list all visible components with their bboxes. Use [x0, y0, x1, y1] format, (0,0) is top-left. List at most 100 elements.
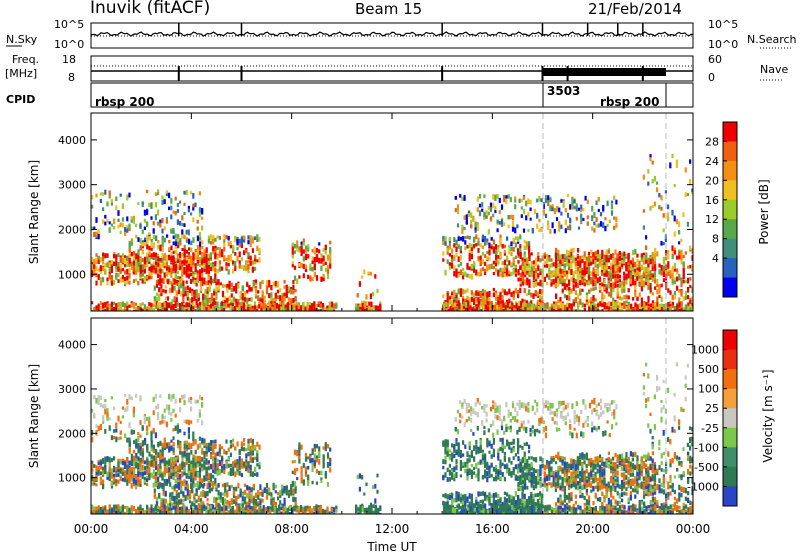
echo-cell	[221, 252, 224, 258]
echo-cell	[495, 304, 498, 309]
echo-cell	[656, 309, 659, 311]
echo-cell	[532, 273, 535, 280]
echo-cell	[108, 461, 111, 466]
echo-cell	[241, 285, 244, 292]
echo-cell	[172, 241, 175, 246]
echo-cell	[534, 290, 537, 295]
echo-cell	[216, 301, 219, 306]
echo-cell	[135, 475, 138, 481]
echo-cell	[148, 251, 151, 256]
echo-cell	[678, 250, 681, 256]
echo-cell	[359, 306, 362, 311]
echo-cell	[133, 255, 136, 260]
echo-cell	[110, 267, 113, 274]
echo-cell	[232, 286, 236, 292]
echo-cell	[526, 282, 529, 286]
echo-cell	[577, 267, 580, 272]
echo-cell	[286, 302, 289, 308]
echo-cell	[157, 240, 160, 244]
echo-cell	[643, 302, 646, 308]
echo-cell	[133, 457, 136, 462]
echo-cell	[247, 443, 250, 449]
echo-cell	[654, 253, 657, 257]
echo-cell	[367, 271, 370, 275]
echo-cell	[193, 503, 196, 507]
echo-cell	[128, 253, 131, 259]
echo-cell	[462, 273, 465, 280]
echo-cell	[268, 293, 271, 299]
echo-cell	[675, 159, 678, 166]
echo-cell	[612, 308, 615, 311]
echo-cell	[608, 219, 611, 224]
echo-cell	[146, 238, 149, 244]
echo-cell	[612, 283, 615, 290]
echo-cell	[280, 306, 283, 311]
echo-cell	[179, 450, 182, 455]
echo-cell	[146, 189, 149, 194]
echo-cell	[166, 296, 170, 301]
echo-cell	[470, 273, 473, 280]
echo-cell	[547, 224, 550, 231]
echo-cell	[115, 305, 118, 310]
echo-cell	[538, 218, 541, 223]
echo-cell	[557, 258, 560, 262]
echo-cell	[510, 262, 513, 266]
echo-cell	[249, 242, 252, 248]
echo-cell	[215, 278, 218, 283]
echo-cell	[603, 261, 606, 265]
echo-cell	[117, 262, 120, 267]
echo-cell	[671, 278, 674, 284]
echo-cell	[141, 259, 144, 263]
echo-cell	[152, 461, 155, 467]
echo-cell	[229, 253, 232, 260]
echo-cell	[669, 269, 672, 275]
echo-cell	[475, 297, 478, 304]
echo-cell	[185, 237, 188, 241]
echo-cell	[91, 476, 94, 482]
echo-cell	[174, 455, 177, 459]
echo-cell	[159, 258, 162, 262]
echo-cell	[553, 209, 556, 215]
echo-cell	[313, 257, 316, 262]
echo-cell	[227, 303, 230, 308]
echo-cell	[262, 303, 265, 309]
echo-cell	[363, 301, 366, 305]
echo-cell	[605, 267, 608, 273]
echo-cell	[612, 297, 615, 302]
echo-cell	[106, 262, 109, 268]
echo-cell	[218, 247, 221, 253]
echo-cell	[195, 283, 198, 287]
echo-cell	[361, 300, 364, 305]
echo-cell	[224, 284, 227, 288]
echo-cell	[110, 470, 113, 476]
echo-cell	[689, 307, 692, 311]
echo-cell	[221, 266, 224, 271]
echo-cell	[607, 257, 610, 263]
echo-cell	[161, 241, 164, 247]
echo-cell	[97, 461, 100, 465]
echo-cell	[191, 501, 194, 506]
echo-cell	[559, 280, 562, 285]
echo-cell	[680, 290, 683, 296]
echo-cell	[238, 449, 241, 456]
echo-cell	[135, 309, 138, 311]
echo-cell	[196, 481, 199, 485]
echo-cell	[535, 305, 538, 310]
echo-cell	[139, 307, 142, 311]
echo-cell	[192, 273, 195, 278]
echo-cell	[240, 458, 243, 465]
echo-cell	[610, 308, 613, 311]
echo-cell	[651, 265, 654, 271]
echo-cell	[121, 253, 124, 258]
echo-cell	[157, 270, 160, 276]
echo-cell	[201, 240, 204, 245]
echo-cell	[177, 290, 181, 295]
echo-cell	[481, 234, 484, 240]
echo-cell	[680, 255, 683, 261]
echo-cell	[221, 446, 224, 450]
echo-cell	[676, 302, 679, 306]
echo-cell	[629, 270, 632, 274]
echo-cell	[558, 222, 561, 229]
echo-cell	[141, 271, 144, 277]
echo-cell	[102, 219, 105, 224]
